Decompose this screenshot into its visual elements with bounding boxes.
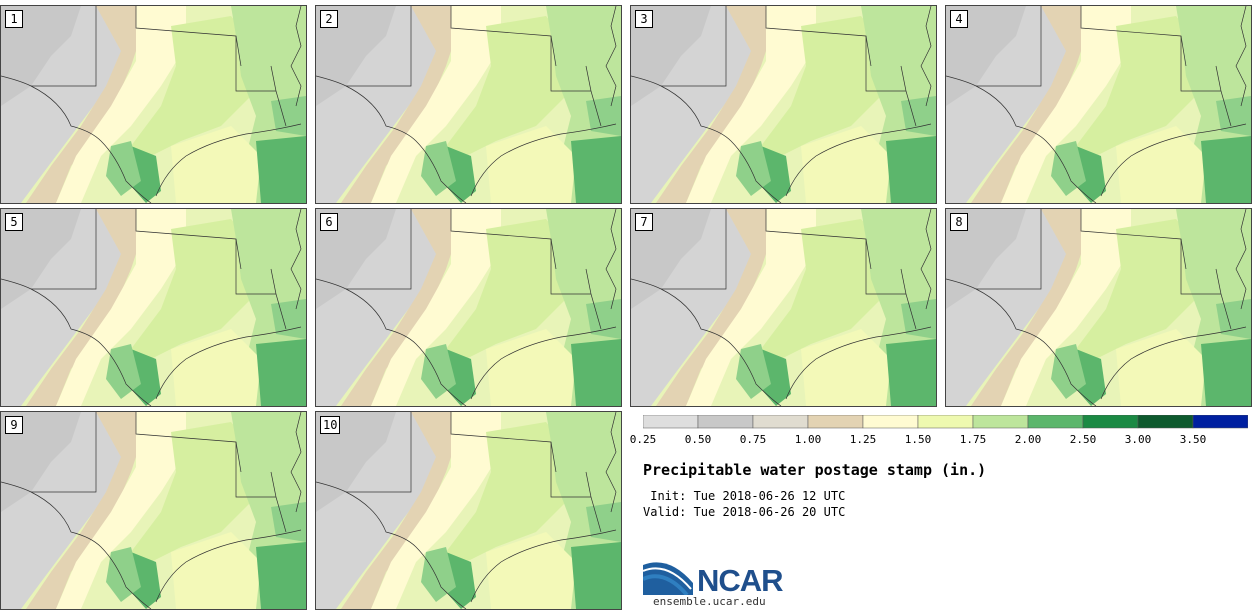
- member-label: 7: [635, 213, 653, 231]
- colorbar-swatch: [643, 415, 699, 429]
- stamp-panel-5: 5: [0, 208, 307, 407]
- precipitable-water-map: [1, 209, 306, 406]
- stamp-panel-7: 7: [630, 208, 937, 407]
- colorbar-swatch: [807, 415, 864, 429]
- colorbar-tick-label: 3.50: [1179, 433, 1207, 446]
- colorbar-tick-label: 1.00: [794, 433, 822, 446]
- precipitable-water-map: [631, 209, 936, 406]
- colorbar-swatch: [1027, 415, 1084, 429]
- colorbar-tick-label: 1.75: [959, 433, 987, 446]
- member-label: 4: [950, 10, 968, 28]
- member-label: 9: [5, 416, 23, 434]
- colorbar-swatch: [862, 415, 919, 429]
- colorbar-tick-label: 2.50: [1069, 433, 1097, 446]
- colorbar-tick-label: 0.25: [629, 433, 657, 446]
- precipitable-water-map: [631, 6, 936, 203]
- member-label: 10: [320, 416, 341, 434]
- colorbar-swatch: [917, 415, 974, 429]
- colorbar: [643, 415, 1248, 429]
- stamp-panel-6: 6: [315, 208, 622, 407]
- colorbar-swatch: [752, 415, 809, 429]
- precipitable-water-map: [1, 412, 306, 609]
- colorbar-swatch: [697, 415, 754, 429]
- stamp-panel-2: 2: [315, 5, 622, 204]
- member-label: 5: [5, 213, 23, 231]
- precipitable-water-map: [316, 6, 621, 203]
- colorbar-tick-label: 0.50: [684, 433, 712, 446]
- stamp-panel-9: 9: [0, 411, 307, 610]
- colorbar-tick-label: 1.50: [904, 433, 932, 446]
- member-label: 8: [950, 213, 968, 231]
- colorbar-swatch: [1192, 415, 1248, 429]
- precipitable-water-map: [946, 209, 1251, 406]
- precipitable-water-map: [316, 209, 621, 406]
- init-time: Init: Tue 2018-06-26 12 UTC: [643, 489, 846, 503]
- colorbar-tick-label: 3.00: [1124, 433, 1152, 446]
- precipitable-water-map: [946, 6, 1251, 203]
- precipitable-water-map: [1, 6, 306, 203]
- precipitable-water-map: [316, 412, 621, 609]
- colorbar-swatch: [972, 415, 1029, 429]
- colorbar-swatch: [1137, 415, 1194, 429]
- stamp-panel-10: 10: [315, 411, 622, 610]
- member-label: 1: [5, 10, 23, 28]
- valid-time: Valid: Tue 2018-06-26 20 UTC: [643, 505, 846, 519]
- colorbar-swatch: [1082, 415, 1139, 429]
- stamp-panel-1: 1: [0, 5, 307, 204]
- colorbar-tick-label: 0.75: [739, 433, 767, 446]
- member-label: 3: [635, 10, 653, 28]
- ncar-logo-icon: [643, 555, 695, 595]
- colorbar-tick-label: 1.25: [849, 433, 877, 446]
- logo-text: NCAR: [697, 563, 784, 598]
- member-label: 2: [320, 10, 338, 28]
- stamp-panel-3: 3: [630, 5, 937, 204]
- page-title: Precipitable water postage stamp (in.): [643, 461, 987, 479]
- colorbar-tick-label: 2.00: [1014, 433, 1042, 446]
- member-label: 6: [320, 213, 338, 231]
- site-url: ensemble.ucar.edu: [653, 595, 766, 608]
- stamp-panel-4: 4: [945, 5, 1252, 204]
- stamp-panel-8: 8: [945, 208, 1252, 407]
